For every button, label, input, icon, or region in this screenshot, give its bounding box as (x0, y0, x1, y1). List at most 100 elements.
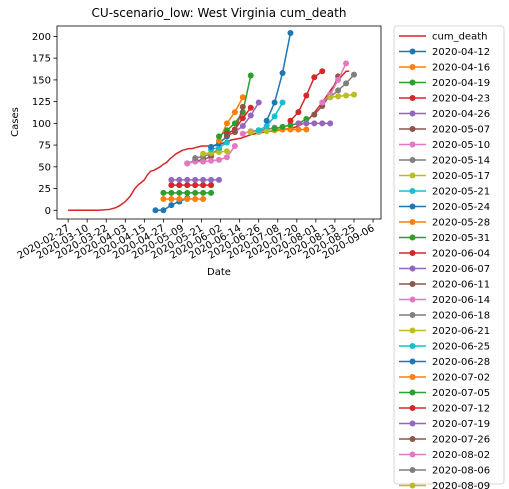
data-point (327, 120, 334, 127)
data-point (168, 196, 175, 202)
legend-entry: cum_death (399, 32, 487, 43)
series-2020-07-19 (295, 120, 334, 127)
data-point (152, 207, 159, 214)
data-point (192, 189, 199, 196)
data-point (184, 176, 191, 183)
legend-entry: 2020-05-07 (399, 125, 490, 136)
data-point (271, 125, 278, 132)
data-point (168, 202, 175, 209)
data-point (216, 137, 222, 144)
data-point (184, 196, 191, 202)
legend-label: 2020-06-07 (432, 264, 490, 275)
y-tick-label: 175 (32, 54, 51, 65)
series-line (218, 96, 244, 142)
data-point (223, 120, 230, 127)
legend-label: 2020-07-02 (432, 373, 490, 384)
legend-entry: 2020-06-14 (399, 295, 490, 306)
legend-swatch-marker (409, 203, 416, 210)
legend-label: 2020-07-12 (432, 404, 490, 415)
data-point (200, 150, 207, 157)
data-point (192, 155, 199, 162)
data-point (279, 99, 286, 106)
data-point (303, 126, 310, 133)
data-point (176, 189, 183, 196)
y-tick-label: 50 (38, 162, 51, 173)
legend-label: 2020-07-19 (432, 419, 490, 430)
legend-swatch-marker (409, 188, 416, 194)
series-2020-06-25 (255, 99, 286, 134)
data-point (263, 117, 270, 124)
data-point (223, 132, 230, 139)
series-2020-07-05 (271, 116, 310, 132)
data-point (192, 182, 199, 189)
legend-swatch-marker (409, 172, 416, 179)
legend-label: 2020-06-18 (432, 311, 490, 322)
data-point (311, 74, 318, 81)
data-point (223, 154, 230, 161)
data-point (287, 117, 294, 124)
data-point (263, 128, 270, 135)
series-line (313, 76, 339, 116)
data-point (319, 120, 326, 127)
data-point (335, 93, 342, 100)
legend-label: cum_death (432, 32, 487, 43)
chart-title: CU-scenario_low: West Virginia cum_death (92, 6, 347, 20)
legend-swatch-marker (409, 343, 416, 349)
legend-swatch-marker (409, 110, 416, 117)
data-point (303, 116, 310, 123)
legend-label: 2020-05-14 (432, 156, 490, 167)
data-point (239, 122, 246, 129)
legend-swatch-marker (409, 420, 416, 427)
legend-entry: 2020-06-25 (399, 342, 490, 353)
data-point (295, 126, 302, 133)
legend-swatch-marker (409, 48, 416, 55)
legend-swatch-marker (409, 281, 416, 287)
data-point (287, 122, 294, 129)
legend-swatch-marker (409, 265, 416, 272)
legend-swatch-marker (409, 467, 416, 473)
legend-entry: 2020-07-05 (399, 388, 490, 399)
series-2020-06-28 (263, 29, 294, 124)
legend-label: 2020-05-24 (432, 202, 490, 213)
data-point (247, 129, 254, 136)
legend-entry: 2020-04-26 (399, 109, 490, 120)
legend-swatch-marker (409, 327, 416, 334)
y-tick-label: 0 (45, 206, 51, 217)
legend-entry: 2020-06-04 (399, 249, 490, 260)
data-point (184, 182, 191, 189)
data-point (200, 196, 207, 202)
data-point (319, 68, 326, 75)
legend-swatch-marker (409, 95, 416, 101)
series-2020-05-10 (184, 142, 238, 167)
legend-swatch-marker (409, 358, 416, 365)
data-point (295, 109, 302, 116)
legend-entry: 2020-05-10 (399, 140, 490, 151)
series-2020-08-09 (327, 91, 357, 101)
data-point (279, 123, 286, 130)
legend-label: 2020-06-28 (432, 357, 490, 368)
y-tick-label: 150 (32, 75, 51, 86)
data-point (216, 149, 222, 156)
y-tick-label: 125 (32, 97, 51, 108)
data-point (231, 109, 238, 116)
data-point (271, 113, 278, 120)
data-point (247, 72, 254, 79)
series-line (330, 93, 355, 99)
data-point (216, 133, 222, 140)
legend-label: 2020-06-11 (432, 280, 490, 291)
data-point (311, 120, 318, 127)
series-2020-04-23 (168, 182, 215, 189)
legend-entry: 2020-06-07 (399, 264, 490, 275)
data-point (239, 115, 246, 122)
data-point (160, 196, 167, 202)
legend-swatch-marker (409, 389, 416, 396)
y-tick-label: 75 (38, 141, 51, 152)
x-axis-label: Date (207, 267, 231, 278)
data-point (208, 143, 215, 150)
data-point (343, 92, 350, 99)
data-point (184, 189, 191, 196)
legend-label: 2020-08-02 (432, 450, 490, 461)
legend-swatch-marker (409, 157, 416, 163)
data-point (176, 182, 183, 189)
